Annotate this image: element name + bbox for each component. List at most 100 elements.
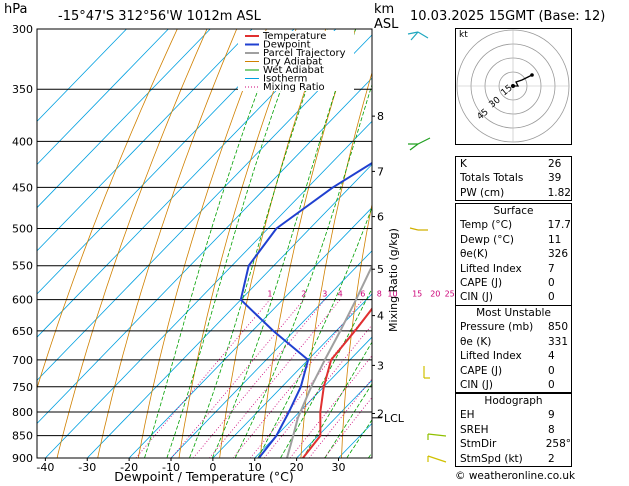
mixing-ratio-label: 20: [430, 290, 440, 299]
most-unstable-panel: Most Unstable Pressure (mb) 850 θe (K) 331…: [455, 305, 572, 394]
indices-panel: K 26 Totals Totals 39 PW (cm) 1.82: [455, 156, 572, 202]
km-tick-label: 2: [377, 407, 384, 420]
wind-barb-icon: [423, 366, 430, 379]
legend-mixing-ratio: Mixing Ratio: [263, 82, 325, 93]
legend-dewpoint: Dewpoint: [263, 40, 311, 51]
hodograph-ring-label: 30: [488, 95, 503, 110]
mixing-ratio-label: 25: [445, 290, 455, 299]
surface-row-cin: CIN (J) 0: [460, 291, 555, 304]
mu-row-cin: CIN (J) 0: [460, 379, 555, 392]
surface-row-theta: θe(K) 326: [460, 248, 569, 261]
hodograph-params-title: Hodograph: [484, 395, 543, 407]
dry-adiabat-line: [341, 202, 372, 458]
mixing-ratio-axis-title: Mixing Ratio (g/kg): [387, 228, 400, 332]
isotherm-line: [37, 29, 169, 166]
dry-adiabat-line: [178, 29, 297, 458]
hodo-row-stmspd: StmSpd (kt) 2: [460, 452, 555, 465]
pressure-tick-label: 600: [12, 294, 33, 307]
mu-row-theta: θe (K) 331: [460, 335, 569, 348]
temp-tick-label: -30: [78, 461, 96, 474]
hodograph-storm-motion: [511, 84, 515, 88]
temp-tick-label: 0: [209, 461, 216, 474]
mixing-ratio-label: 4: [338, 290, 343, 299]
hodo-row-sreh: SREH 8: [460, 423, 555, 436]
km-tick-label: 8: [377, 110, 384, 123]
index-row-k: K 26: [460, 158, 562, 170]
dry-adiabat-line: [300, 71, 372, 458]
legend-wet-adiabat: Wet Adiabat: [263, 65, 324, 76]
isotherm-line: [37, 29, 211, 209]
wind-barb-icon: [409, 227, 428, 231]
mixing-ratio-line: [192, 299, 326, 458]
pressure-tick-label: 850: [12, 430, 33, 443]
temp-tick-label: 30: [332, 461, 346, 474]
wet-adiabat-line: [166, 29, 304, 458]
pressure-tick-label: 750: [12, 381, 33, 394]
surface-row-lifted-index: Lifted Index 7: [460, 262, 555, 275]
km-tick-label: 6: [377, 211, 384, 224]
pressure-tick-label: 450: [12, 181, 33, 194]
temp-tick-label: -10: [162, 461, 180, 474]
hpa-label: hPa: [4, 2, 27, 17]
dry-adiabat-line: [97, 29, 238, 458]
temp-tick-label: -40: [36, 461, 54, 474]
wet-adiabat-line: [280, 287, 372, 458]
km-tick-label: 7: [377, 165, 384, 178]
hodograph-kt-label: kt: [459, 30, 468, 40]
series-dewpoint: [239, 161, 372, 458]
legend-parcel: Parcel Trajectory: [263, 48, 346, 59]
mixing-ratio-line: [135, 299, 271, 458]
isotherm-line: [254, 336, 372, 458]
km-tick-label: 5: [377, 263, 384, 276]
hodo-row-stmdir: StmDir 258°: [460, 438, 571, 451]
legend-temperature: Temperature: [262, 31, 326, 42]
wind-barb-icon: [407, 31, 429, 41]
temp-tick-label: 20: [290, 461, 304, 474]
datetime-title: 10.03.2025 15GMT (Base: 12): [410, 9, 605, 24]
index-row-totals: Totals Totals 39: [460, 172, 562, 185]
series-parcel-trajectory: [286, 263, 372, 458]
km-tick-label: 3: [377, 359, 384, 372]
temp-tick-label: -20: [120, 461, 138, 474]
pressure-tick-label: 800: [12, 406, 33, 419]
legend-isotherm: Isotherm: [263, 74, 307, 85]
mixing-ratio-label: 1: [267, 290, 272, 299]
surface-row-temp: Temp (°C) 17.7: [460, 219, 571, 232]
hodograph-plot: 15 30 45: [456, 29, 570, 143]
temp-tick-label: 10: [248, 461, 262, 474]
km-tick-label: 4: [377, 310, 384, 323]
dry-adiabat-line: [56, 29, 208, 458]
wind-barb-icon: [427, 455, 447, 463]
plot-frame: [36, 28, 373, 459]
pressure-tick-label: 650: [12, 325, 33, 338]
credit-text: © weatheronline.co.uk: [455, 470, 576, 482]
wet-adiabat-line: [257, 206, 372, 458]
surface-panel: Surface Temp (°C) 17.7 Dewp (°C) 11 θe(K) 3…: [455, 203, 572, 306]
most-unstable-title: Most Unstable: [476, 307, 551, 319]
mixing-ratio-label: 3: [322, 290, 327, 299]
isotherm-line: [37, 77, 372, 425]
x-axis-title: Dewpoint / Temperature (°C): [114, 469, 293, 484]
mixing-ratio-label: 10: [387, 290, 397, 299]
pressure-tick-label: 550: [12, 260, 33, 273]
dry-adiabat-line: [137, 29, 267, 458]
wind-barbs: [407, 31, 447, 463]
axes: 1 2 3 4 6 8 10 15 20 2530035040045050055060065070…: [12, 23, 455, 474]
location-title: -15°47'S 312°56'W 1012m ASL: [58, 9, 262, 24]
pressure-tick-label: 700: [12, 354, 33, 367]
hodo-row-eh: EH 9: [460, 409, 555, 422]
index-row-pw: PW (cm) 1.82: [460, 186, 571, 199]
mixing-ratio-label: 2: [301, 290, 306, 299]
isotherm-line: [37, 29, 253, 252]
legend: Temperature Dewpoint Parcel Trajectory D…: [238, 31, 354, 93]
isotherm-line: [37, 29, 295, 295]
hodograph-params-panel: Hodograph EH 9 SREH 8 StmDir 258° StmSpd (k…: [455, 393, 572, 468]
hodograph-trace: [513, 74, 533, 87]
pressure-tick-label: 400: [12, 135, 33, 148]
surface-title: Surface: [493, 205, 534, 217]
wind-barb-icon: [427, 433, 447, 440]
dry-adiabat-line: [37, 29, 178, 390]
wind-barb-icon: [408, 137, 431, 151]
pressure-tick-label: 900: [12, 452, 33, 465]
